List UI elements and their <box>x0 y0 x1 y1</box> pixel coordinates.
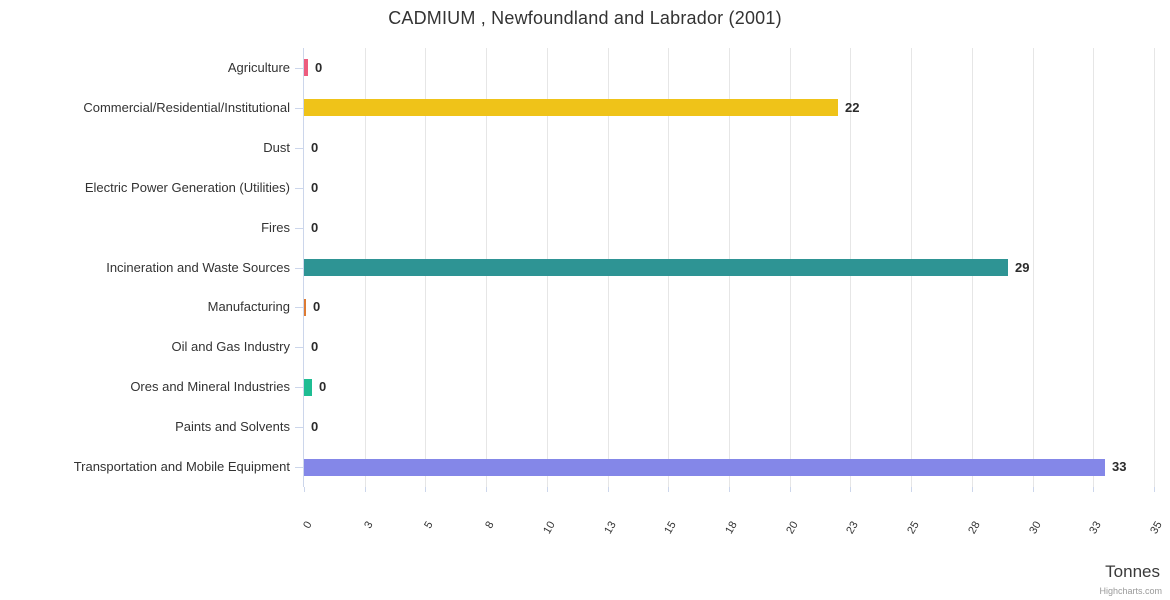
x-axis-tick <box>486 487 487 492</box>
gridline <box>1033 48 1034 487</box>
category-tick <box>295 68 303 69</box>
x-axis-tick <box>668 487 669 492</box>
x-axis-tick <box>1093 487 1094 492</box>
bar[interactable] <box>304 459 1105 476</box>
category-label: Oil and Gas Industry <box>171 339 291 354</box>
category-tick <box>295 148 303 149</box>
category-tick <box>295 268 303 269</box>
value-label: 0 <box>311 220 319 235</box>
category-label: Fires <box>261 220 290 235</box>
bar[interactable] <box>304 379 312 396</box>
category-tick <box>295 228 303 229</box>
category-tick <box>295 188 303 189</box>
value-label: 0 <box>311 419 319 434</box>
value-label: 0 <box>311 180 319 195</box>
value-label: 0 <box>311 339 319 354</box>
category-label: Incineration and Waste Sources <box>106 260 290 275</box>
x-axis-tick <box>608 487 609 492</box>
category-label: Paints and Solvents <box>175 419 290 434</box>
category-label: Agriculture <box>227 60 290 75</box>
gridline <box>1154 48 1155 487</box>
x-axis-tick <box>911 487 912 492</box>
x-axis-tick <box>850 487 851 492</box>
category-tick <box>295 347 303 348</box>
highcharts-credit[interactable]: Highcharts.com <box>1099 586 1162 596</box>
category-tick <box>295 467 303 468</box>
value-label: 0 <box>313 299 321 314</box>
category-label: Commercial/Residential/Institutional <box>83 100 290 115</box>
bar[interactable] <box>304 299 306 316</box>
category-label: Ores and Mineral Industries <box>130 379 290 394</box>
chart-title: CADMIUM , Newfoundland and Labrador (200… <box>388 8 782 28</box>
bar[interactable] <box>304 259 1008 276</box>
value-label: 0 <box>311 140 319 155</box>
category-axis-line <box>303 48 304 487</box>
category-tick <box>295 387 303 388</box>
x-axis-tick <box>365 487 366 492</box>
category-label: Dust <box>263 140 290 155</box>
category-tick <box>295 307 303 308</box>
gridline <box>1093 48 1094 487</box>
x-axis-tick <box>1033 487 1034 492</box>
x-axis-tick <box>729 487 730 492</box>
value-label: 29 <box>1015 260 1030 275</box>
x-axis-title: Tonnes <box>1105 562 1160 581</box>
bar[interactable] <box>304 59 308 76</box>
bar[interactable] <box>304 99 838 116</box>
value-label: 0 <box>315 60 323 75</box>
x-axis-tick <box>1154 487 1155 492</box>
value-label: 33 <box>1112 459 1127 474</box>
category-tick <box>295 108 303 109</box>
category-label: Manufacturing <box>207 299 290 314</box>
x-axis-tick <box>972 487 973 492</box>
category-label: Transportation and Mobile Equipment <box>73 459 290 474</box>
x-axis-tick <box>304 487 305 492</box>
category-label: Electric Power Generation (Utilities) <box>84 180 290 195</box>
category-tick <box>295 427 303 428</box>
x-axis-tick <box>790 487 791 492</box>
x-axis-tick <box>547 487 548 492</box>
x-axis-tick <box>425 487 426 492</box>
value-label: 22 <box>845 100 860 115</box>
value-label: 0 <box>319 379 327 394</box>
